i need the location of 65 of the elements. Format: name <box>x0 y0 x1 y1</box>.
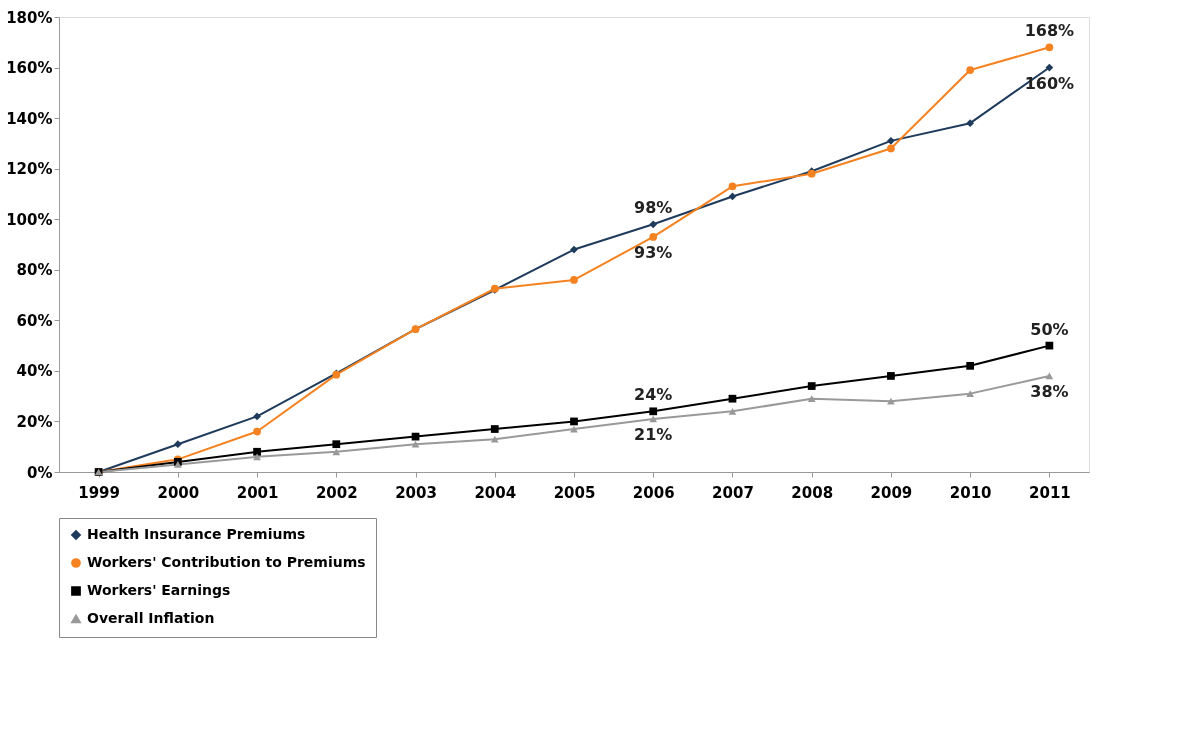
y-tick-label: 40% <box>16 362 53 381</box>
point <box>649 220 658 229</box>
data-label: 24% <box>634 385 673 405</box>
legend-label: Health Insurance Premiums <box>87 526 306 542</box>
data-label: 93% <box>634 242 673 262</box>
point <box>253 447 261 456</box>
x-tick-label: 2000 <box>157 483 200 502</box>
point <box>887 144 895 153</box>
y-tick-label: 20% <box>16 412 53 431</box>
point <box>728 394 737 403</box>
data-label: 50% <box>1030 319 1069 339</box>
data-label: 168% <box>1024 21 1075 41</box>
point <box>649 233 658 241</box>
point <box>1045 63 1054 72</box>
point <box>887 372 895 380</box>
x-tick-label: 1999 <box>78 483 120 502</box>
point <box>173 440 182 449</box>
x-tick-label: 2010 <box>949 483 992 502</box>
point <box>887 397 895 405</box>
x-tick-label: 2005 <box>553 483 596 502</box>
point <box>649 407 658 416</box>
legend-label: Workers' Contribution to Premiums <box>87 554 366 570</box>
y-tick-label: 60% <box>16 311 53 330</box>
point <box>966 390 975 397</box>
point <box>728 407 737 415</box>
point <box>332 440 341 449</box>
point <box>332 448 341 456</box>
point <box>253 427 261 436</box>
x-tick-label: 2002 <box>315 483 358 502</box>
x-tick-label: 2011 <box>1029 483 1071 502</box>
data-label: 160% <box>1024 73 1075 93</box>
point <box>887 136 895 145</box>
y-tick-label: 160% <box>6 59 53 78</box>
x-tick-label: 2004 <box>474 483 517 502</box>
point <box>728 182 737 191</box>
data-label: 21% <box>634 424 673 444</box>
point <box>253 412 261 421</box>
point <box>570 276 578 284</box>
y-tick-label: 0% <box>27 463 53 482</box>
y-tick-label: 180% <box>6 8 53 27</box>
point <box>490 425 499 433</box>
point <box>411 440 420 448</box>
point <box>807 382 816 390</box>
y-tick-label: 120% <box>6 160 53 179</box>
legend-label: Workers' Earnings <box>87 582 231 598</box>
x-tick-label: 2007 <box>712 483 754 502</box>
legend-label: Overall Inflation <box>87 610 215 626</box>
point <box>966 66 975 74</box>
y-tick-label: 80% <box>16 261 53 280</box>
data-label: 38% <box>1030 381 1069 401</box>
point <box>253 453 261 461</box>
y-tick-label: 140% <box>6 109 53 128</box>
point <box>1045 43 1054 52</box>
point <box>966 361 975 370</box>
data-label: 98% <box>634 198 673 218</box>
y-tick-label: 100% <box>6 210 53 229</box>
point <box>807 395 816 403</box>
x-tick-label: 2009 <box>870 483 913 502</box>
point <box>966 119 975 128</box>
x-tick-label: 2001 <box>236 483 279 502</box>
point <box>570 245 578 254</box>
x-tick-label: 2003 <box>395 483 437 502</box>
point <box>570 417 578 426</box>
x-tick-label: 2006 <box>632 483 675 502</box>
x-tick-label: 2008 <box>791 483 834 502</box>
